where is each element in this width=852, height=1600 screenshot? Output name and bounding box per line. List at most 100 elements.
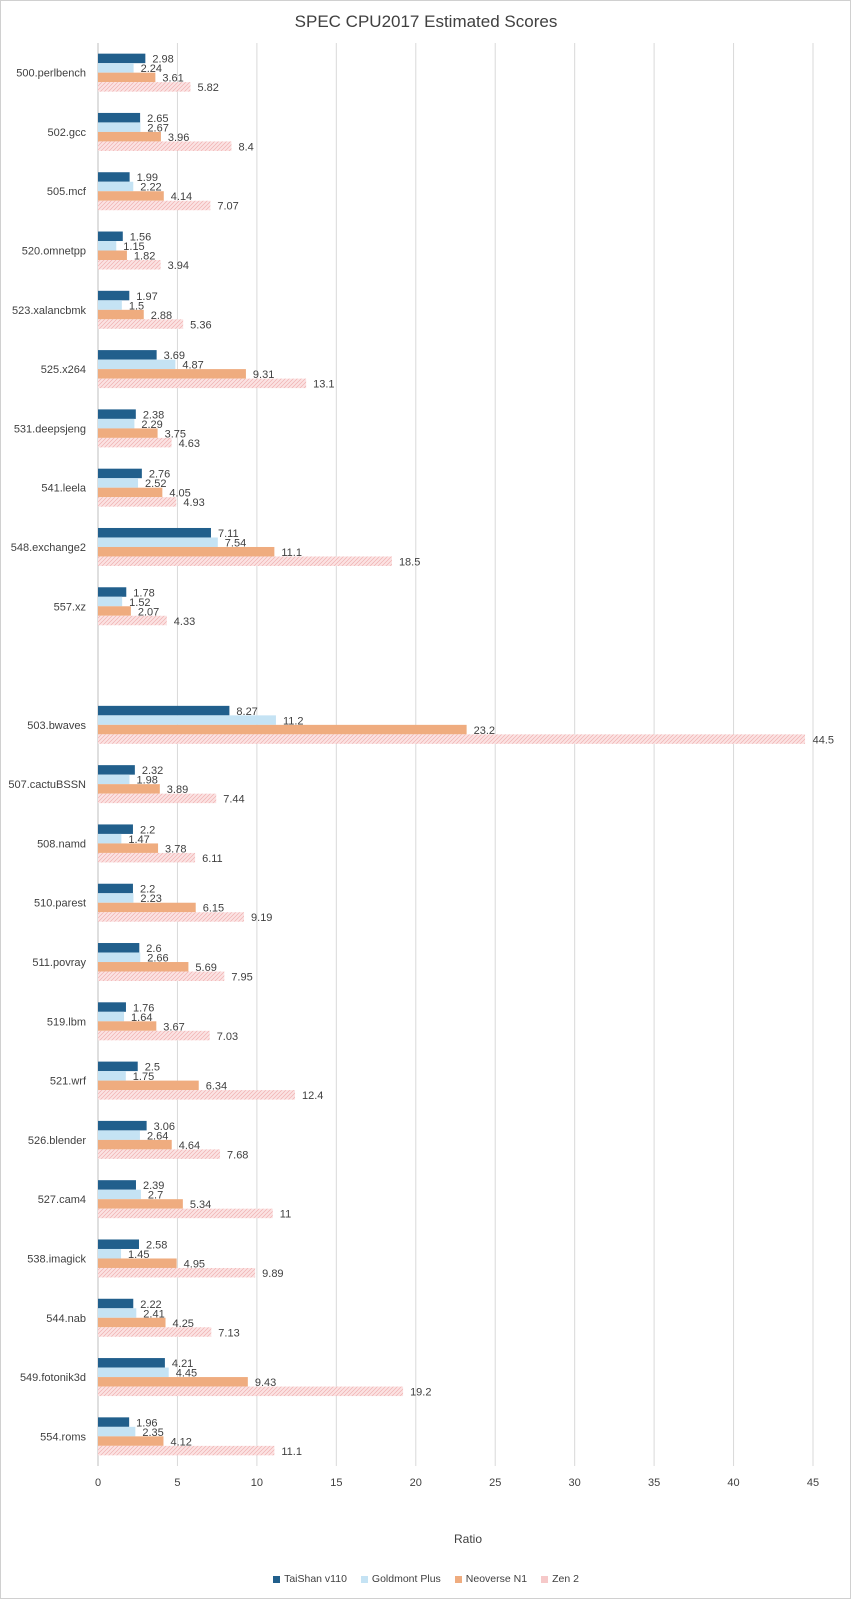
bar-548-exchange2-goldmont-plus xyxy=(98,537,218,547)
value-label-505-mcf-neoverse-n1: 4.14 xyxy=(171,191,192,203)
bar-520-omnetpp-zen-2 xyxy=(98,260,161,270)
value-label-523-xalancbmk-neoverse-n1: 2.88 xyxy=(151,310,172,322)
bar-541-leela-zen-2 xyxy=(98,497,177,507)
value-label-511-povray-goldmont-plus: 2.66 xyxy=(147,953,168,965)
bar-544-nab-zen-2 xyxy=(98,1327,212,1337)
bar-508-namd-taishan-v110 xyxy=(98,824,133,834)
bar-527-cam4-zen-2 xyxy=(98,1208,273,1219)
bar-510-parest-goldmont-plus xyxy=(98,893,134,903)
value-label-525-x264-taishan-v110: 3.69 xyxy=(164,350,185,362)
value-label-500-perlbench-zen-2: 5.82 xyxy=(197,82,218,94)
value-label-510-parest-taishan-v110: 2.2 xyxy=(140,884,155,896)
legend-swatch-taishan xyxy=(273,1575,281,1583)
value-label-554-roms-goldmont-plus: 2.35 xyxy=(142,1427,163,1439)
value-label-520-omnetpp-neoverse-n1: 1.82 xyxy=(134,251,155,263)
value-label-525-x264-neoverse-n1: 9.31 xyxy=(253,369,274,381)
value-label-549-fotonik3d-taishan-v110: 4.21 xyxy=(172,1358,193,1370)
bar-520-omnetpp-taishan-v110 xyxy=(98,231,123,242)
value-label-503-bwaves-neoverse-n1: 23.2 xyxy=(474,725,495,737)
bar-507-cactubssn-zen-2 xyxy=(98,793,217,804)
x-tick-label-10: 10 xyxy=(251,1477,263,1489)
legend-label-neoverse: Neoverse N1 xyxy=(465,1573,528,1585)
bar-523-xalancbmk-neoverse-n1 xyxy=(98,309,144,320)
bar-531-deepsjeng-taishan-v110 xyxy=(98,409,136,419)
bar-525-x264-zen-2 xyxy=(98,378,307,389)
bar-549-fotonik3d-taishan-v110 xyxy=(98,1358,165,1368)
bar-541-leela-goldmont-plus xyxy=(98,478,139,488)
value-label-538-imagick-goldmont-plus: 1.45 xyxy=(128,1249,149,1261)
x-axis-label: Ratio xyxy=(454,1532,482,1546)
value-label-526-blender-zen-2: 7.68 xyxy=(227,1149,248,1161)
bar-511-povray-neoverse-n1 xyxy=(98,962,189,972)
value-label-538-imagick-neoverse-n1: 4.95 xyxy=(184,1258,205,1270)
bar-507-cactubssn-goldmont-plus xyxy=(98,774,130,785)
bar-502-gcc-taishan-v110 xyxy=(98,112,141,123)
value-label-507-cactubssn-goldmont-plus: 1.98 xyxy=(136,775,157,787)
bar-508-namd-neoverse-n1 xyxy=(98,843,159,853)
value-label-548-exchange2-zen-2: 18.5 xyxy=(399,556,420,568)
value-label-507-cactubssn-zen-2: 7.44 xyxy=(223,794,244,806)
bar-557-xz-zen-2 xyxy=(98,615,167,626)
value-label-541-leela-neoverse-n1: 4.05 xyxy=(169,488,190,500)
category-label-503-bwaves: 503.bwaves xyxy=(27,720,86,732)
value-label-544-nab-neoverse-n1: 4.25 xyxy=(173,1318,194,1330)
legend-label-zen2: Zen 2 xyxy=(552,1573,579,1585)
bar-503-bwaves-goldmont-plus xyxy=(98,715,276,725)
bar-527-cam4-taishan-v110 xyxy=(98,1180,136,1190)
value-label-521-wrf-goldmont-plus: 1.75 xyxy=(133,1071,154,1083)
value-label-505-mcf-goldmont-plus: 2.22 xyxy=(140,182,161,194)
category-label-507-cactubssn: 507.cactuBSSN xyxy=(8,779,86,791)
value-label-525-x264-zen-2: 13.1 xyxy=(313,379,334,391)
bar-505-mcf-taishan-v110 xyxy=(98,172,130,182)
value-label-523-xalancbmk-taishan-v110: 1.97 xyxy=(136,291,157,303)
bar-531-deepsjeng-zen-2 xyxy=(98,437,172,448)
value-label-557-xz-taishan-v110: 1.78 xyxy=(133,587,154,599)
value-label-525-x264-goldmont-plus: 4.87 xyxy=(182,360,203,372)
legend-swatch-neoverse xyxy=(454,1575,462,1583)
bar-505-mcf-neoverse-n1 xyxy=(98,191,164,201)
value-label-554-roms-taishan-v110: 1.96 xyxy=(136,1417,157,1429)
value-label-511-povray-taishan-v110: 2.6 xyxy=(146,943,161,955)
category-label-527-cam4: 527.cam4 xyxy=(38,1194,86,1206)
bar-507-cactubssn-taishan-v110 xyxy=(98,765,135,775)
bar-511-povray-goldmont-plus xyxy=(98,952,141,963)
value-label-549-fotonik3d-zen-2: 19.2 xyxy=(410,1387,431,1399)
bar-503-bwaves-taishan-v110 xyxy=(98,705,230,716)
x-tick-label-25: 25 xyxy=(489,1477,501,1489)
bar-521-wrf-neoverse-n1 xyxy=(98,1080,199,1091)
bar-527-cam4-goldmont-plus xyxy=(98,1189,141,1200)
bar-544-nab-neoverse-n1 xyxy=(98,1317,166,1328)
bar-519-lbm-zen-2 xyxy=(98,1030,210,1041)
bar-549-fotonik3d-zen-2 xyxy=(98,1386,404,1397)
value-label-527-cam4-zen-2: 11 xyxy=(280,1209,291,1221)
value-label-511-povray-neoverse-n1: 5.69 xyxy=(195,962,216,974)
value-label-531-deepsjeng-taishan-v110: 2.38 xyxy=(143,409,164,421)
value-label-526-blender-neoverse-n1: 4.64 xyxy=(179,1140,200,1152)
legend-swatch-goldmont xyxy=(360,1575,368,1583)
value-label-521-wrf-zen-2: 12.4 xyxy=(302,1090,323,1102)
value-label-508-namd-zen-2: 6.11 xyxy=(202,853,223,865)
category-label-508-namd: 508.namd xyxy=(37,838,86,850)
value-label-544-nab-zen-2: 7.13 xyxy=(218,1327,239,1339)
value-label-554-roms-zen-2: 11.1 xyxy=(281,1446,302,1458)
legend-item-zen2: Zen 2 xyxy=(541,1573,579,1585)
value-label-520-omnetpp-taishan-v110: 1.56 xyxy=(130,232,151,244)
value-label-507-cactubssn-taishan-v110: 2.32 xyxy=(142,765,163,777)
bar-510-parest-zen-2 xyxy=(98,912,245,922)
bar-507-cactubssn-neoverse-n1 xyxy=(98,784,160,794)
x-axis: 0 5 10 15 20 25 30 35 40 45 xyxy=(95,1477,819,1489)
value-label-527-cam4-goldmont-plus: 2.7 xyxy=(148,1190,163,1202)
legend-label-goldmont: Goldmont Plus xyxy=(371,1573,441,1585)
category-label-523-xalancbmk: 523.xalancbmk xyxy=(12,305,86,317)
bar-538-imagick-neoverse-n1 xyxy=(98,1258,177,1268)
value-label-531-deepsjeng-neoverse-n1: 3.75 xyxy=(165,428,186,440)
value-label-544-nab-taishan-v110: 2.22 xyxy=(140,1299,161,1311)
bars xyxy=(98,53,806,1456)
value-label-500-perlbench-goldmont-plus: 2.24 xyxy=(141,63,162,75)
bar-508-namd-zen-2 xyxy=(98,852,196,863)
bar-526-blender-taishan-v110 xyxy=(98,1120,147,1131)
bar-526-blender-zen-2 xyxy=(98,1149,221,1159)
value-label-557-xz-neoverse-n1: 2.07 xyxy=(138,606,159,618)
x-tick-label-0: 0 xyxy=(95,1477,101,1489)
bar-521-wrf-zen-2 xyxy=(98,1090,296,1100)
